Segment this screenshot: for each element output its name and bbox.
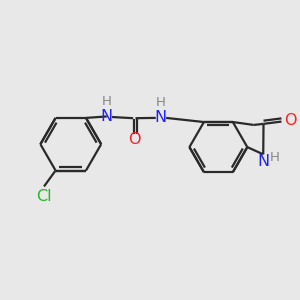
Text: N: N [258,154,270,169]
Text: H: H [270,151,280,164]
Text: O: O [284,113,296,128]
Text: O: O [128,132,141,147]
Text: N: N [155,110,167,125]
Text: H: H [102,95,112,108]
Text: N: N [101,109,113,124]
Text: Cl: Cl [36,189,51,204]
Text: H: H [156,96,166,109]
